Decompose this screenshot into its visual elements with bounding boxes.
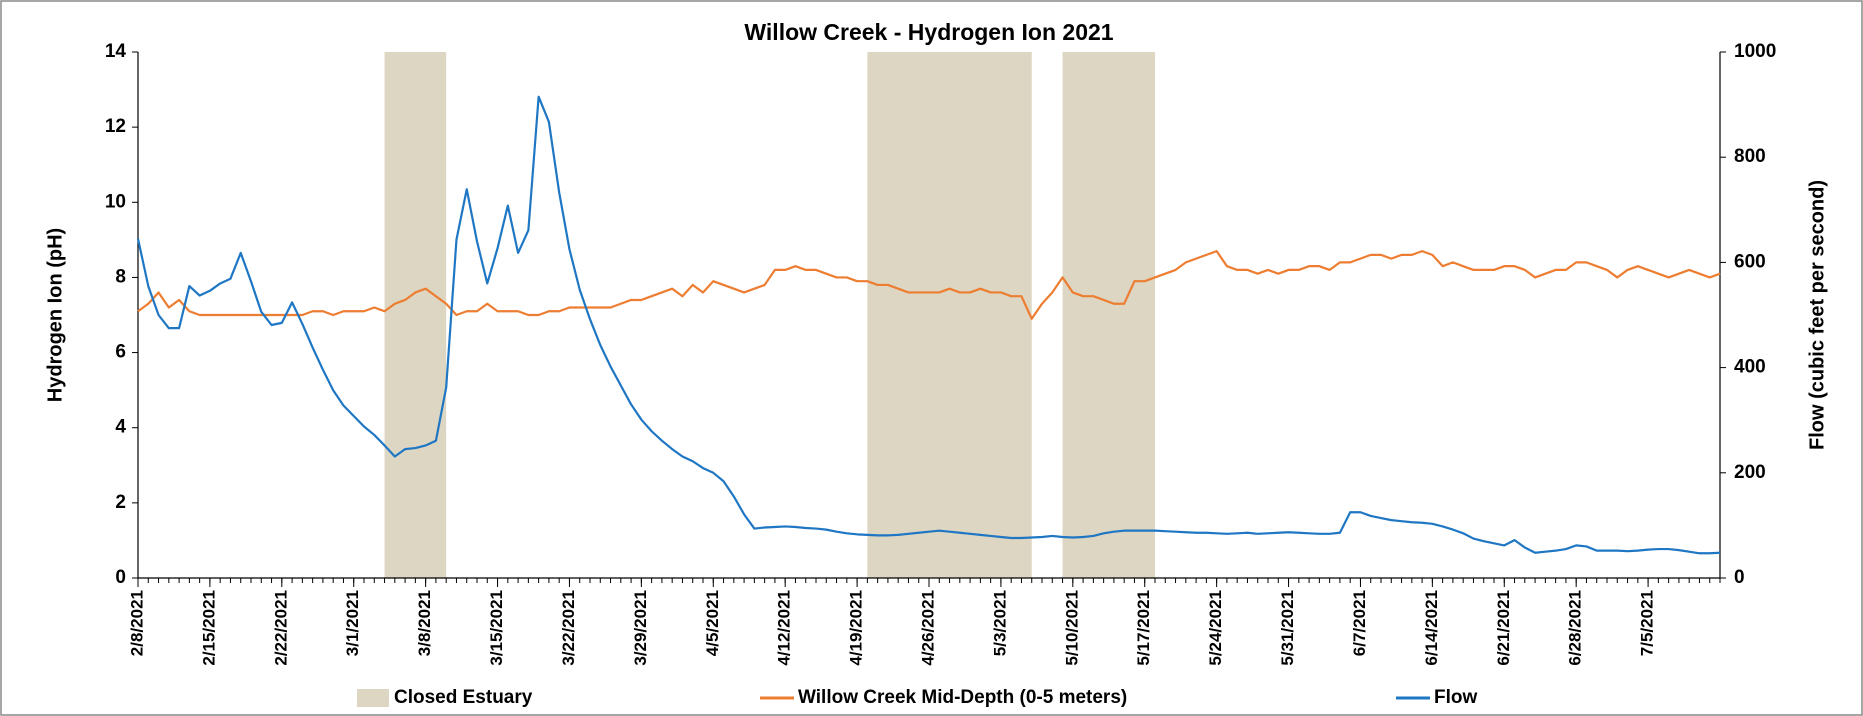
chart-title: Willow Creek - Hydrogen Ion 2021 <box>744 19 1113 45</box>
y-tick-label: 2 <box>115 492 126 513</box>
x-tick-label: 5/3/2021 <box>990 590 1009 656</box>
x-tick-label: 4/19/2021 <box>847 590 866 666</box>
x-tick-label: 3/8/2021 <box>415 590 434 656</box>
closed-estuary-band <box>384 52 447 578</box>
y-tick-label: 14 <box>105 41 127 62</box>
legend-label: Flow <box>1434 687 1477 708</box>
y-tick-label: 10 <box>105 191 126 212</box>
legend-label: Closed Estuary <box>394 687 533 708</box>
y2-tick-label: 600 <box>1734 251 1766 272</box>
y2-tick-label: 200 <box>1734 462 1766 483</box>
x-tick-label: 5/17/2021 <box>1134 590 1153 666</box>
x-tick-label: 6/14/2021 <box>1422 590 1441 666</box>
y-tick-label: 4 <box>115 417 126 438</box>
x-tick-label: 6/21/2021 <box>1494 590 1513 666</box>
x-tick-label: 6/28/2021 <box>1566 590 1585 666</box>
y2-tick-label: 400 <box>1734 357 1766 378</box>
y2-tick-label: 1000 <box>1734 41 1776 62</box>
x-tick-label: 5/10/2021 <box>1062 590 1081 666</box>
y-axis-title: Hydrogen Ion (pH) <box>44 228 66 402</box>
x-tick-label: 4/12/2021 <box>775 590 794 666</box>
y2-axis-title: Flow (cubic feet per second) <box>1806 180 1828 450</box>
x-tick-label: 5/31/2021 <box>1278 590 1297 666</box>
series-line <box>137 250 1721 320</box>
x-tick-label: 4/5/2021 <box>703 590 722 656</box>
x-tick-label: 7/5/2021 <box>1638 590 1657 656</box>
series-line <box>136 95 1721 555</box>
x-tick-label: 6/7/2021 <box>1350 590 1369 656</box>
x-tick-label: 3/22/2021 <box>559 590 578 666</box>
y-tick-label: 8 <box>115 266 126 287</box>
closed-estuary-band <box>1062 52 1155 578</box>
y-tick-label: 0 <box>115 567 126 588</box>
x-tick-label: 3/1/2021 <box>343 590 362 656</box>
y2-tick-label: 800 <box>1734 146 1766 167</box>
y2-tick-label: 0 <box>1734 567 1745 588</box>
x-tick-label: 2/22/2021 <box>271 590 290 666</box>
closed-estuary-band <box>867 52 1032 578</box>
x-tick-label: 5/24/2021 <box>1206 590 1225 666</box>
x-tick-label: 4/26/2021 <box>918 590 937 666</box>
x-tick-label: 3/15/2021 <box>487 590 506 666</box>
x-tick-label: 3/29/2021 <box>631 590 650 666</box>
x-tick-label: 2/8/2021 <box>127 590 146 656</box>
legend-swatch <box>357 689 389 707</box>
x-tick-label: 2/15/2021 <box>199 590 218 666</box>
y-tick-label: 6 <box>115 342 126 363</box>
y-tick-label: 12 <box>105 116 126 137</box>
legend-label: Willow Creek Mid-Depth (0-5 meters) <box>798 687 1127 708</box>
